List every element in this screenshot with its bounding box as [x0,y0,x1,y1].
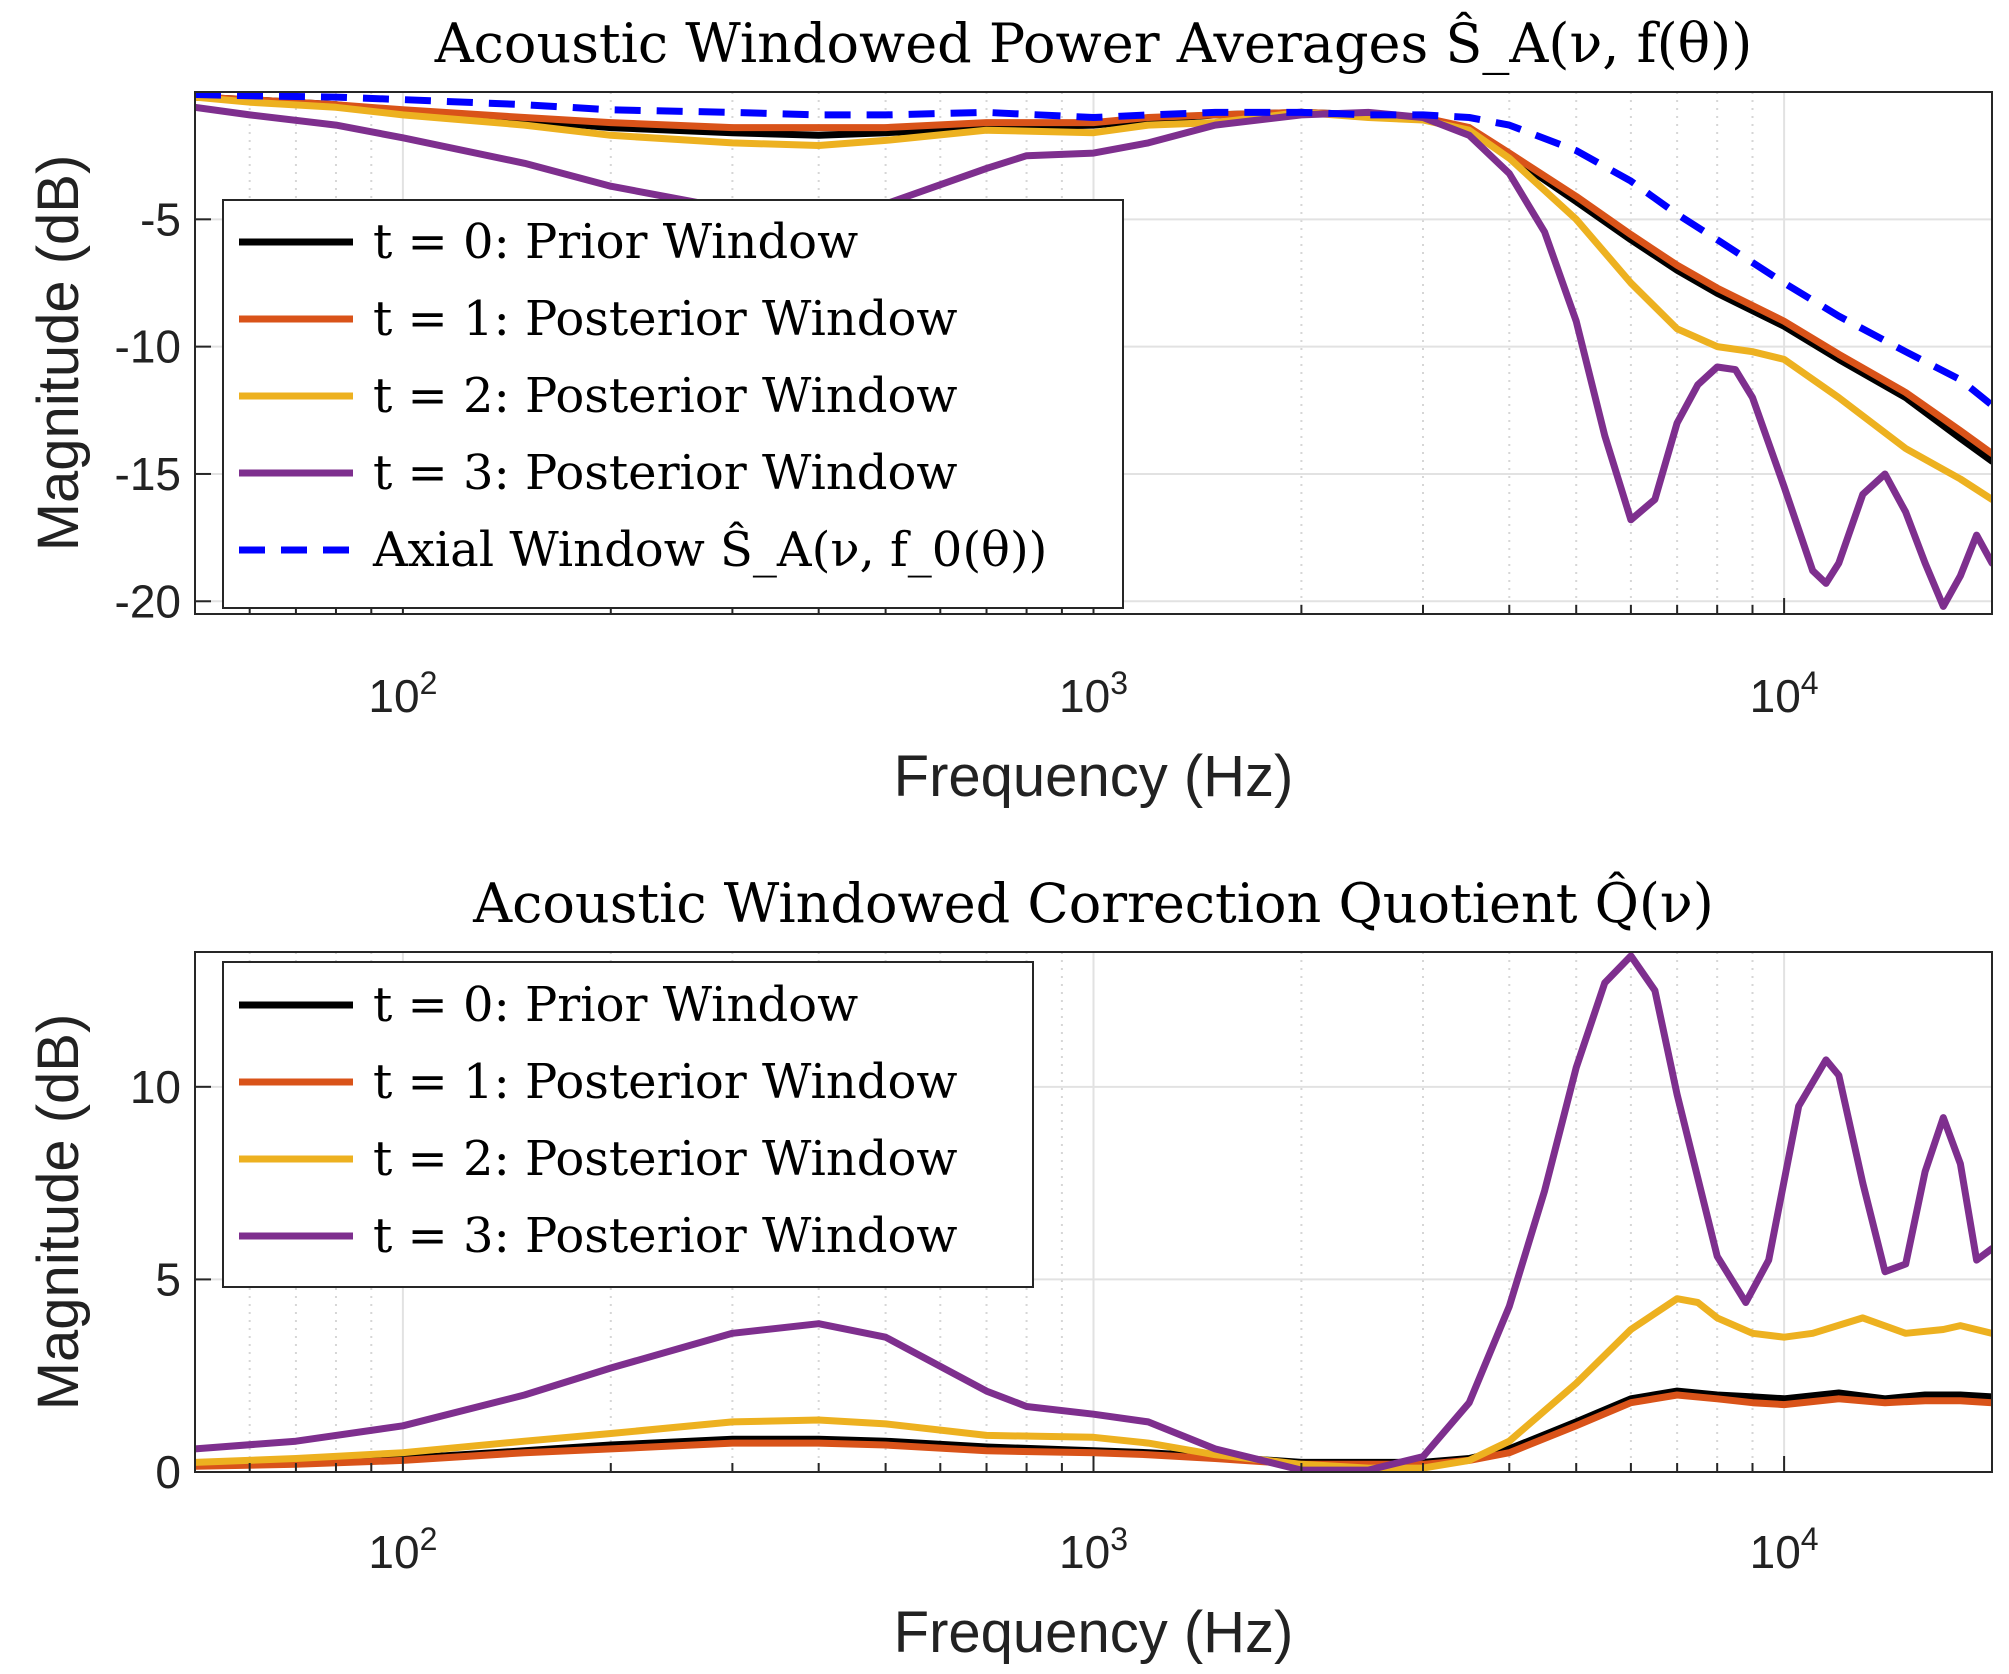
ticks: 102 103 104 -5 -10 -15 -20 [115,193,1993,722]
chart-panel-power-averages: 102 103 104 -5 -10 -15 -20 Frequency (Hz) Magnit… [26,11,1993,809]
legend-entry-label: t = 2: Posterior Window [373,1131,957,1187]
y-tick-label: 5 [155,1253,181,1305]
x-tick-label: 103 [1059,665,1128,722]
chart-panel-correction-quotient: 102 103 104 0 5 10 Frequency (Hz) Magnitude (dB… [26,871,1993,1665]
x-tick-label: 102 [368,1521,437,1578]
x-tick-label: 104 [1750,1521,1819,1578]
legend-entry-label: t = 0: Prior Window [373,977,858,1033]
series-line-2 [195,1295,1992,1472]
x-tick-label: 104 [1750,665,1819,722]
x-axis-label: Frequency (Hz) [894,744,1294,809]
y-tick-label: -20 [115,575,181,627]
legend-entry-label: t = 3: Posterior Window [373,445,957,501]
y-tick-label: 0 [155,1446,181,1498]
ticks: 102 103 104 0 5 10 [130,1061,1993,1578]
x-tick-label: 103 [1059,1521,1128,1578]
legend-box [222,199,1124,609]
series-line-3 [195,952,1992,1472]
chart-title: Acoustic Windowed Correction Quotient Q̂… [472,871,1714,935]
y-tick-label: -5 [140,193,181,245]
y-tick-label: -15 [115,448,181,500]
x-tick-label: 102 [368,665,437,722]
series-group [195,952,1992,1472]
legend: t = 0: Prior Window t = 1: Posterior Wind… [222,199,1124,609]
legend-entry-label: t = 3: Posterior Window [373,1208,957,1264]
legend-entry-label: Axial Window Ŝ_A(ν, f_0(θ)) [372,520,1047,578]
legend-entry-label: t = 0: Prior Window [373,214,858,270]
y-tick-label: 10 [130,1061,181,1113]
y-axis-label: Magnitude (dB) [26,1014,91,1411]
legend: t = 0: Prior Window t = 1: Posterior Wind… [222,961,1034,1288]
legend-entry-label: t = 2: Posterior Window [373,368,957,424]
y-axis-label: Magnitude (dB) [26,155,91,552]
legend-box [222,961,1034,1288]
x-axis-label: Frequency (Hz) [894,1600,1294,1665]
y-tick-label: -10 [115,321,181,373]
legend-entry-label: t = 1: Posterior Window [373,1054,957,1110]
legend-entry-label: t = 1: Posterior Window [373,291,957,347]
series-line-4 [195,92,1992,408]
chart-title: Acoustic Windowed Power Averages Ŝ_A(ν, … [434,11,1753,75]
